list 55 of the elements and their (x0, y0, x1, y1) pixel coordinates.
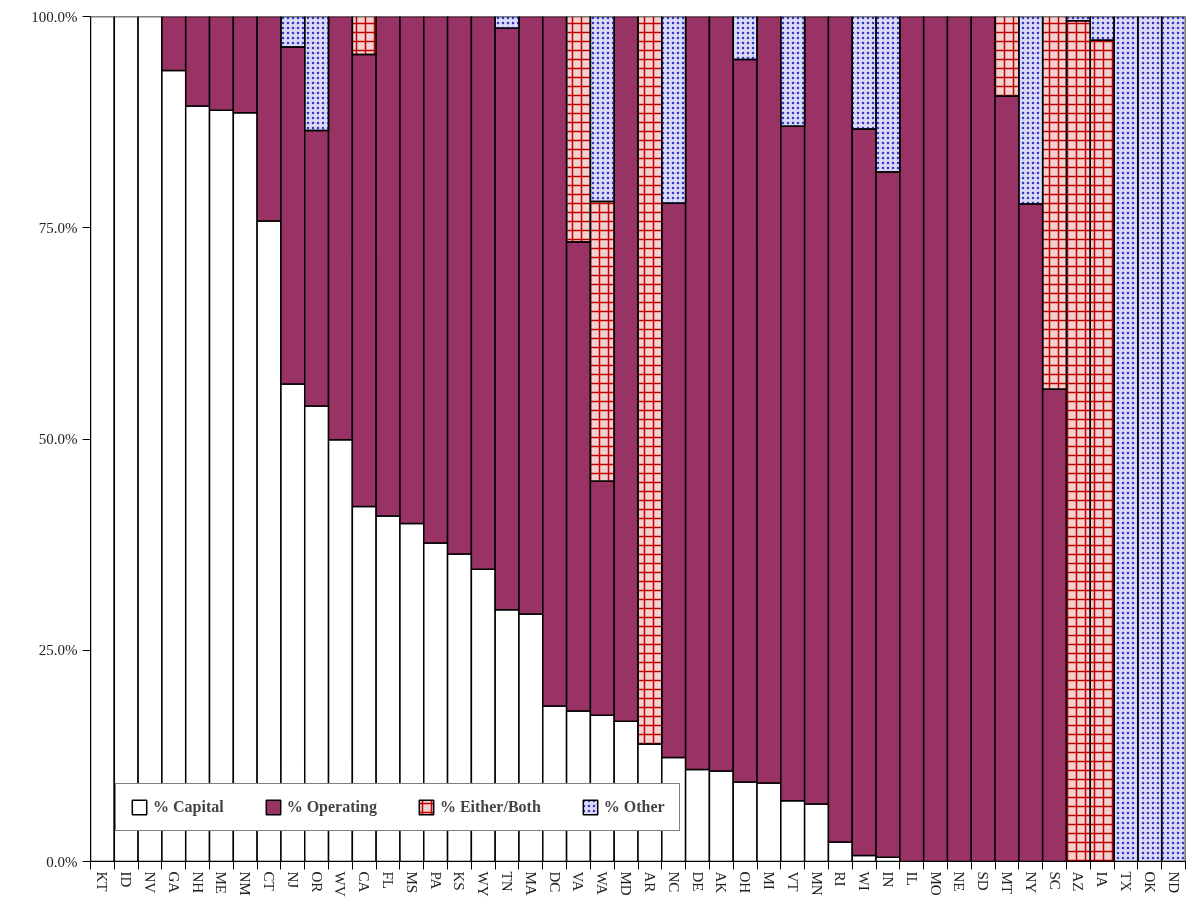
x-tick-label: VT (784, 871, 801, 892)
x-tick-label: IN (879, 871, 896, 888)
x-tick-label: MD (618, 871, 635, 896)
x-tick-label: WV (332, 871, 349, 897)
x-tick-label: NE (951, 871, 968, 892)
x-tick-label: FL (380, 871, 397, 890)
x-tick-label: MT (998, 871, 1015, 894)
x-tick-label: AZ (1070, 871, 1087, 892)
x-tick-label: KS (451, 871, 468, 891)
x-tick-label: VA (570, 871, 587, 892)
x-tick-label: SD (975, 871, 992, 891)
x-tick-label: SC (1046, 871, 1063, 890)
y-tick-label: 75.0% (38, 219, 78, 236)
x-tick-label: WI (856, 871, 873, 891)
x-tick-label: DE (689, 871, 706, 892)
x-tick-label: GA (165, 871, 182, 894)
x-tick-label: TX (1117, 871, 1134, 892)
y-tick-label: 25.0% (38, 642, 78, 659)
x-tick-label: MS (403, 871, 420, 894)
x-tick-label: DC (546, 871, 563, 893)
x-tick-label: IL (903, 871, 920, 886)
x-tick-label: OR (308, 871, 325, 893)
x-tick-label: WA (594, 871, 611, 895)
x-tick-label: NC (665, 871, 682, 893)
x-tick-label: MN (808, 871, 825, 896)
legend-label: % Either/Both (439, 798, 541, 816)
x-tick-label: MI (760, 871, 777, 890)
x-tick-label: PA (427, 871, 444, 890)
x-tick-label: MO (927, 871, 944, 896)
x-tick-label: NV (142, 871, 159, 894)
legend-label: % Capital (153, 798, 224, 816)
x-tick-label: AR (641, 871, 658, 893)
y-tick-label: 0.0% (46, 853, 78, 870)
legend-label: % Operating (286, 798, 377, 816)
x-tick-label: KT (94, 871, 111, 892)
x-tick-label: NM (237, 871, 254, 896)
x-tick-label: NY (1022, 871, 1039, 894)
x-tick-label: RI (832, 871, 849, 887)
x-tick-label: ND (1165, 871, 1182, 894)
x-tick-label: OH (737, 871, 754, 894)
x-tick-label: ME (213, 871, 230, 894)
x-tick-label: OK (1141, 871, 1158, 894)
x-tick-label: TN (499, 871, 516, 892)
x-tick-label: CT (261, 871, 278, 891)
x-tick-label: CA (356, 871, 373, 893)
x-tick-label: AK (713, 871, 730, 894)
x-tick-label: NH (189, 871, 206, 894)
y-tick-label: 100.0% (31, 8, 78, 25)
x-tick-label: MA (522, 871, 539, 896)
x-tick-label: IA (1094, 871, 1111, 888)
legend-label: % Other (603, 798, 665, 816)
y-tick-label: 50.0% (38, 431, 78, 447)
x-tick-label: NJ (284, 871, 301, 889)
x-tick-label: WY (475, 871, 492, 897)
x-tick-label: ID (118, 871, 135, 888)
